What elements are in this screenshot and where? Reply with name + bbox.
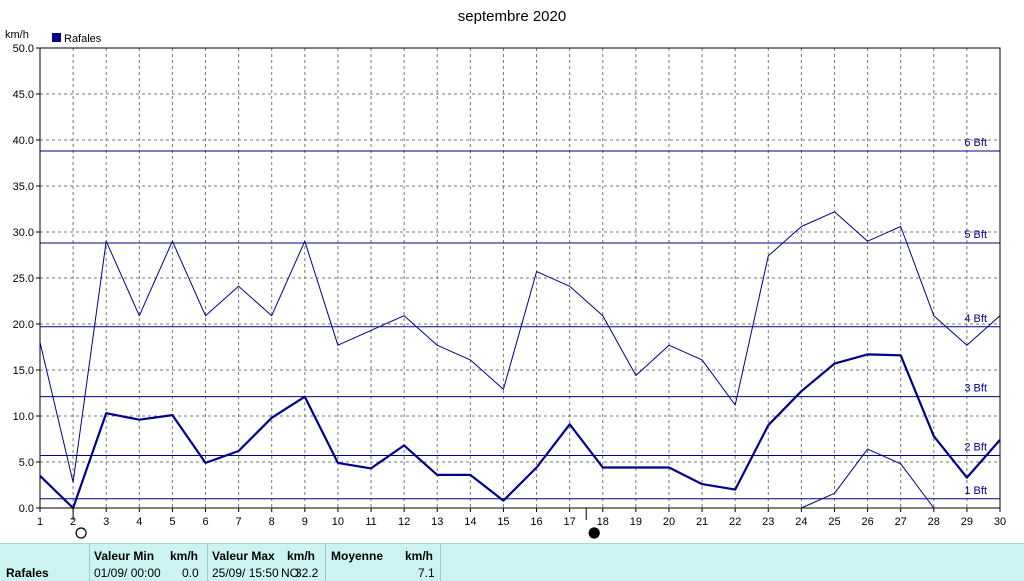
stats-separator bbox=[207, 544, 208, 581]
stats-bar: Rafales Valeur Min km/h 01/09/ 00:00 0.0… bbox=[0, 543, 1024, 581]
series-lines bbox=[39, 211, 1001, 510]
x-tick-label: 10 bbox=[332, 516, 344, 528]
max-date: 25/09/ 15:50 bbox=[212, 566, 279, 580]
beaufort-label: 5 Bft bbox=[964, 229, 987, 241]
x-tick-label: 21 bbox=[696, 516, 708, 528]
x-tick-label: 24 bbox=[795, 516, 807, 528]
x-axis: 1 2 3 4 5 6 7 8 9 10 11 12 13 14 15 16 17 18 19 20 21 22 23 24 2… bbox=[37, 508, 1006, 528]
avg-value: 7.1 bbox=[418, 566, 435, 580]
full-moon-icon bbox=[75, 527, 87, 539]
x-tick-label: 11 bbox=[365, 516, 376, 528]
avg-unit: km/h bbox=[405, 549, 434, 563]
x-tick-label: 8 bbox=[269, 516, 275, 528]
x-tick-label: 2 bbox=[70, 516, 76, 528]
y-axis: 0.0 5.0 10.0 15.0 20.0 25.0 30.0 35.0 40.0 45.0 50… bbox=[13, 43, 40, 515]
series-line bbox=[801, 448, 935, 509]
y-tick-label: 0.0 bbox=[19, 503, 34, 515]
new-moon-icon bbox=[588, 527, 600, 539]
x-tick-label: 12 bbox=[398, 516, 410, 528]
x-tick-label: 14 bbox=[464, 516, 476, 528]
y-tick-label: 5.0 bbox=[19, 457, 34, 469]
x-tick-label: 16 bbox=[530, 516, 542, 528]
x-tick-label: 25 bbox=[828, 516, 840, 528]
legend-label: Rafales bbox=[64, 33, 102, 45]
beaufort-label: 4 Bft bbox=[964, 313, 987, 325]
y-tick-label: 20.0 bbox=[13, 319, 34, 331]
y-tick-label: 40.0 bbox=[13, 135, 34, 147]
beaufort-lines: 1 Bft 2 Bft 3 Bft 4 Bft 5 Bft 6 Bft bbox=[40, 137, 1000, 500]
chart-title: septembre 2020 bbox=[458, 8, 566, 25]
x-tick-label: 28 bbox=[928, 516, 940, 528]
beaufort-label: 3 Bft bbox=[964, 383, 987, 395]
y-tick-label: 35.0 bbox=[13, 181, 34, 193]
x-tick-label: 7 bbox=[236, 516, 242, 528]
min-unit: km/h bbox=[170, 549, 199, 563]
max-header: Valeur Max bbox=[212, 549, 275, 563]
x-tick-label: 23 bbox=[762, 516, 774, 528]
series-line bbox=[39, 211, 1001, 483]
x-tick-label: 30 bbox=[994, 516, 1006, 528]
beaufort-label: 6 Bft bbox=[964, 137, 987, 149]
y-tick-label: 45.0 bbox=[13, 89, 34, 101]
x-tick-label: 20 bbox=[663, 516, 675, 528]
y-axis-unit: km/h bbox=[5, 29, 29, 41]
y-tick-label: 25.0 bbox=[13, 273, 34, 285]
x-tick-label: 3 bbox=[103, 516, 109, 528]
grid bbox=[40, 48, 1000, 508]
stats-separator bbox=[89, 544, 90, 581]
legend-swatch bbox=[52, 33, 61, 42]
x-tick-label: 27 bbox=[895, 516, 907, 528]
max-value: 32.2 bbox=[295, 566, 319, 580]
x-tick-label: 4 bbox=[136, 516, 142, 528]
y-tick-label: 15.0 bbox=[13, 365, 34, 377]
x-tick-label: 18 bbox=[597, 516, 609, 528]
x-tick-label: 19 bbox=[630, 516, 642, 528]
x-tick-label: 29 bbox=[961, 516, 973, 528]
x-tick-label: 26 bbox=[861, 516, 873, 528]
y-tick-label: 50.0 bbox=[13, 43, 34, 55]
x-tick-label: 1 bbox=[37, 516, 43, 528]
max-unit: km/h bbox=[287, 549, 316, 563]
y-tick-label: 10.0 bbox=[13, 411, 34, 423]
x-tick-label: 9 bbox=[302, 516, 308, 528]
stats-row-label: Rafales bbox=[6, 566, 49, 580]
min-value: 0.0 bbox=[182, 566, 199, 580]
x-tick-label: 13 bbox=[431, 516, 443, 528]
min-header: Valeur Min bbox=[94, 549, 155, 563]
x-tick-label: 22 bbox=[729, 516, 741, 528]
x-tick-label: 6 bbox=[202, 516, 208, 528]
x-tick-label: 5 bbox=[169, 516, 175, 528]
wind-chart: septembre 2020 km/h Rafales 1 Bft 2 Bft 3 … bbox=[5, 8, 1006, 539]
stats-separator bbox=[325, 544, 326, 581]
series-line bbox=[39, 353, 1001, 510]
avg-header: Moyenne bbox=[331, 549, 384, 563]
moon-markers bbox=[72, 508, 600, 539]
min-date: 01/09/ 00:00 bbox=[94, 566, 161, 580]
stats-separator bbox=[440, 544, 441, 581]
beaufort-label: 2 Bft bbox=[964, 442, 987, 454]
max-direction: NO bbox=[281, 566, 299, 580]
x-tick-label: 15 bbox=[497, 516, 509, 528]
plot-frame bbox=[39, 47, 1001, 509]
beaufort-label: 1 Bft bbox=[964, 485, 987, 497]
x-tick-label: 17 bbox=[564, 516, 576, 528]
y-tick-label: 30.0 bbox=[13, 227, 34, 239]
